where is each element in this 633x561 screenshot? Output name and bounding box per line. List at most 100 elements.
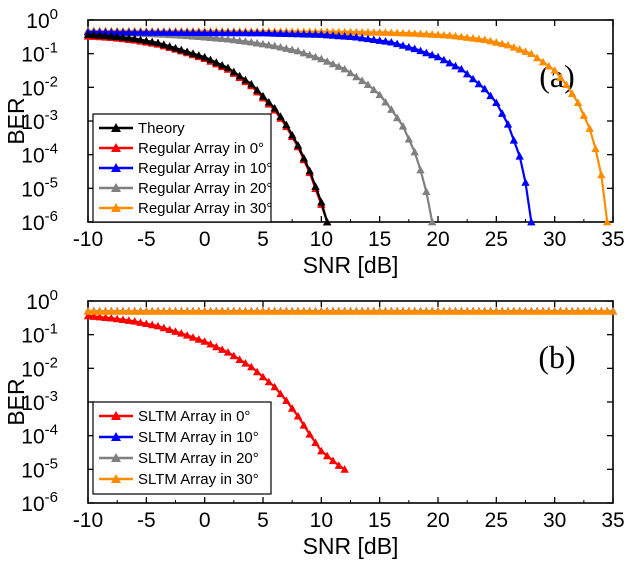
- data-point: [276, 112, 285, 120]
- y-tick-label: 10-4: [21, 141, 58, 168]
- data-point: [217, 345, 227, 353]
- legend-item: SLTM Array in 30°: [99, 471, 259, 488]
- data-point: [398, 122, 408, 130]
- data-point: [258, 372, 268, 381]
- data-point: [363, 28, 373, 36]
- data-point: [142, 319, 151, 328]
- data-point: [136, 318, 145, 326]
- data-point: [258, 91, 268, 100]
- data-point: [287, 45, 297, 54]
- data-point: [276, 42, 285, 51]
- data-point: [486, 307, 495, 315]
- data-point: [311, 438, 320, 447]
- data-point: [282, 307, 291, 315]
- legend-item: SLTM Array in 10°: [99, 429, 259, 446]
- data-point: [503, 40, 513, 49]
- data-point: [573, 98, 583, 107]
- y-tick-label: 10-6: [21, 208, 58, 235]
- data-point: [334, 31, 344, 40]
- data-point: [515, 307, 524, 315]
- data-point: [287, 307, 297, 315]
- data-point: [264, 377, 274, 386]
- data-point: [462, 69, 472, 78]
- data-point: [340, 32, 349, 40]
- data-point: [235, 71, 244, 80]
- data-point: [177, 28, 186, 36]
- data-point: [282, 44, 291, 52]
- data-point: [182, 307, 192, 315]
- data-point: [497, 109, 507, 117]
- data-point: [357, 33, 367, 42]
- legend-label: Regular Array in 10°: [138, 160, 272, 177]
- x-tick-label: 5: [257, 228, 269, 251]
- data-point: [130, 307, 139, 315]
- data-point: [322, 451, 332, 460]
- data-point: [381, 97, 390, 106]
- data-point: [217, 28, 227, 37]
- y-tick-label: 10-4: [21, 422, 58, 449]
- data-point: [188, 49, 198, 57]
- data-point: [375, 28, 384, 36]
- data-point: [352, 72, 361, 81]
- data-point: [375, 307, 384, 315]
- data-point: [515, 45, 524, 53]
- legend-label: Regular Array in 20°: [138, 180, 272, 197]
- legend-marker: [111, 432, 121, 441]
- data-point: [550, 307, 559, 315]
- data-point: [270, 307, 279, 315]
- data-point: [264, 40, 274, 49]
- legend-label: SLTM Array in 0°: [138, 408, 250, 425]
- data-point: [451, 31, 460, 40]
- data-point: [177, 307, 186, 315]
- y-tick-label: 10-2: [21, 354, 58, 381]
- data-point: [217, 307, 227, 315]
- data-point: [112, 314, 122, 323]
- data-point: [165, 325, 174, 334]
- data-point: [497, 39, 507, 48]
- data-point: [427, 50, 437, 59]
- data-point: [363, 34, 373, 43]
- data-point: [538, 307, 548, 315]
- data-point: [398, 41, 408, 49]
- legend-item: Regular Array in 20°: [99, 180, 272, 197]
- data-point: [206, 307, 215, 315]
- data-point: [171, 43, 180, 52]
- legend: Theory Regular Array in 0° Regular Array i…: [92, 113, 272, 223]
- data-point: [83, 307, 93, 315]
- data-point: [206, 55, 215, 64]
- data-point: [223, 63, 233, 72]
- data-point: [147, 28, 157, 36]
- data-point: [416, 165, 425, 174]
- data-point: [585, 307, 594, 315]
- legend-marker: [111, 474, 121, 483]
- data-point: [334, 307, 344, 315]
- x-tick-label: 0: [199, 228, 211, 251]
- legend-item: SLTM Array in 20°: [99, 450, 259, 467]
- x-axis-label: SNR [dB]: [303, 533, 399, 559]
- data-point: [311, 307, 320, 315]
- x-tick-label: 15: [368, 228, 391, 251]
- data-point: [532, 307, 542, 315]
- data-point: [340, 465, 349, 473]
- legend-item: Regular Array in 30°: [99, 200, 272, 217]
- legend-label: Regular Array in 30°: [138, 200, 272, 217]
- data-point: [334, 62, 344, 70]
- series-0: [83, 30, 332, 226]
- data-point: [171, 327, 180, 335]
- data-point: [107, 313, 116, 322]
- legend-marker: [111, 163, 121, 172]
- data-point: [352, 27, 361, 36]
- data-point: [276, 29, 285, 37]
- data-point: [387, 37, 396, 46]
- data-point: [223, 28, 233, 37]
- data-point: [427, 307, 437, 315]
- x-tick-label: 20: [426, 509, 449, 532]
- data-point: [165, 42, 174, 50]
- data-point: [252, 28, 262, 37]
- x-tick-label: -5: [137, 509, 156, 532]
- legend-label: Theory: [138, 120, 185, 137]
- data-point: [247, 79, 256, 88]
- data-point: [212, 28, 221, 37]
- data-point: [264, 307, 274, 315]
- panel-b: -10 -5 0 5 10 15 20 25 30 35 100 10-1 10-2 10-3 10-4 10…: [3, 287, 625, 559]
